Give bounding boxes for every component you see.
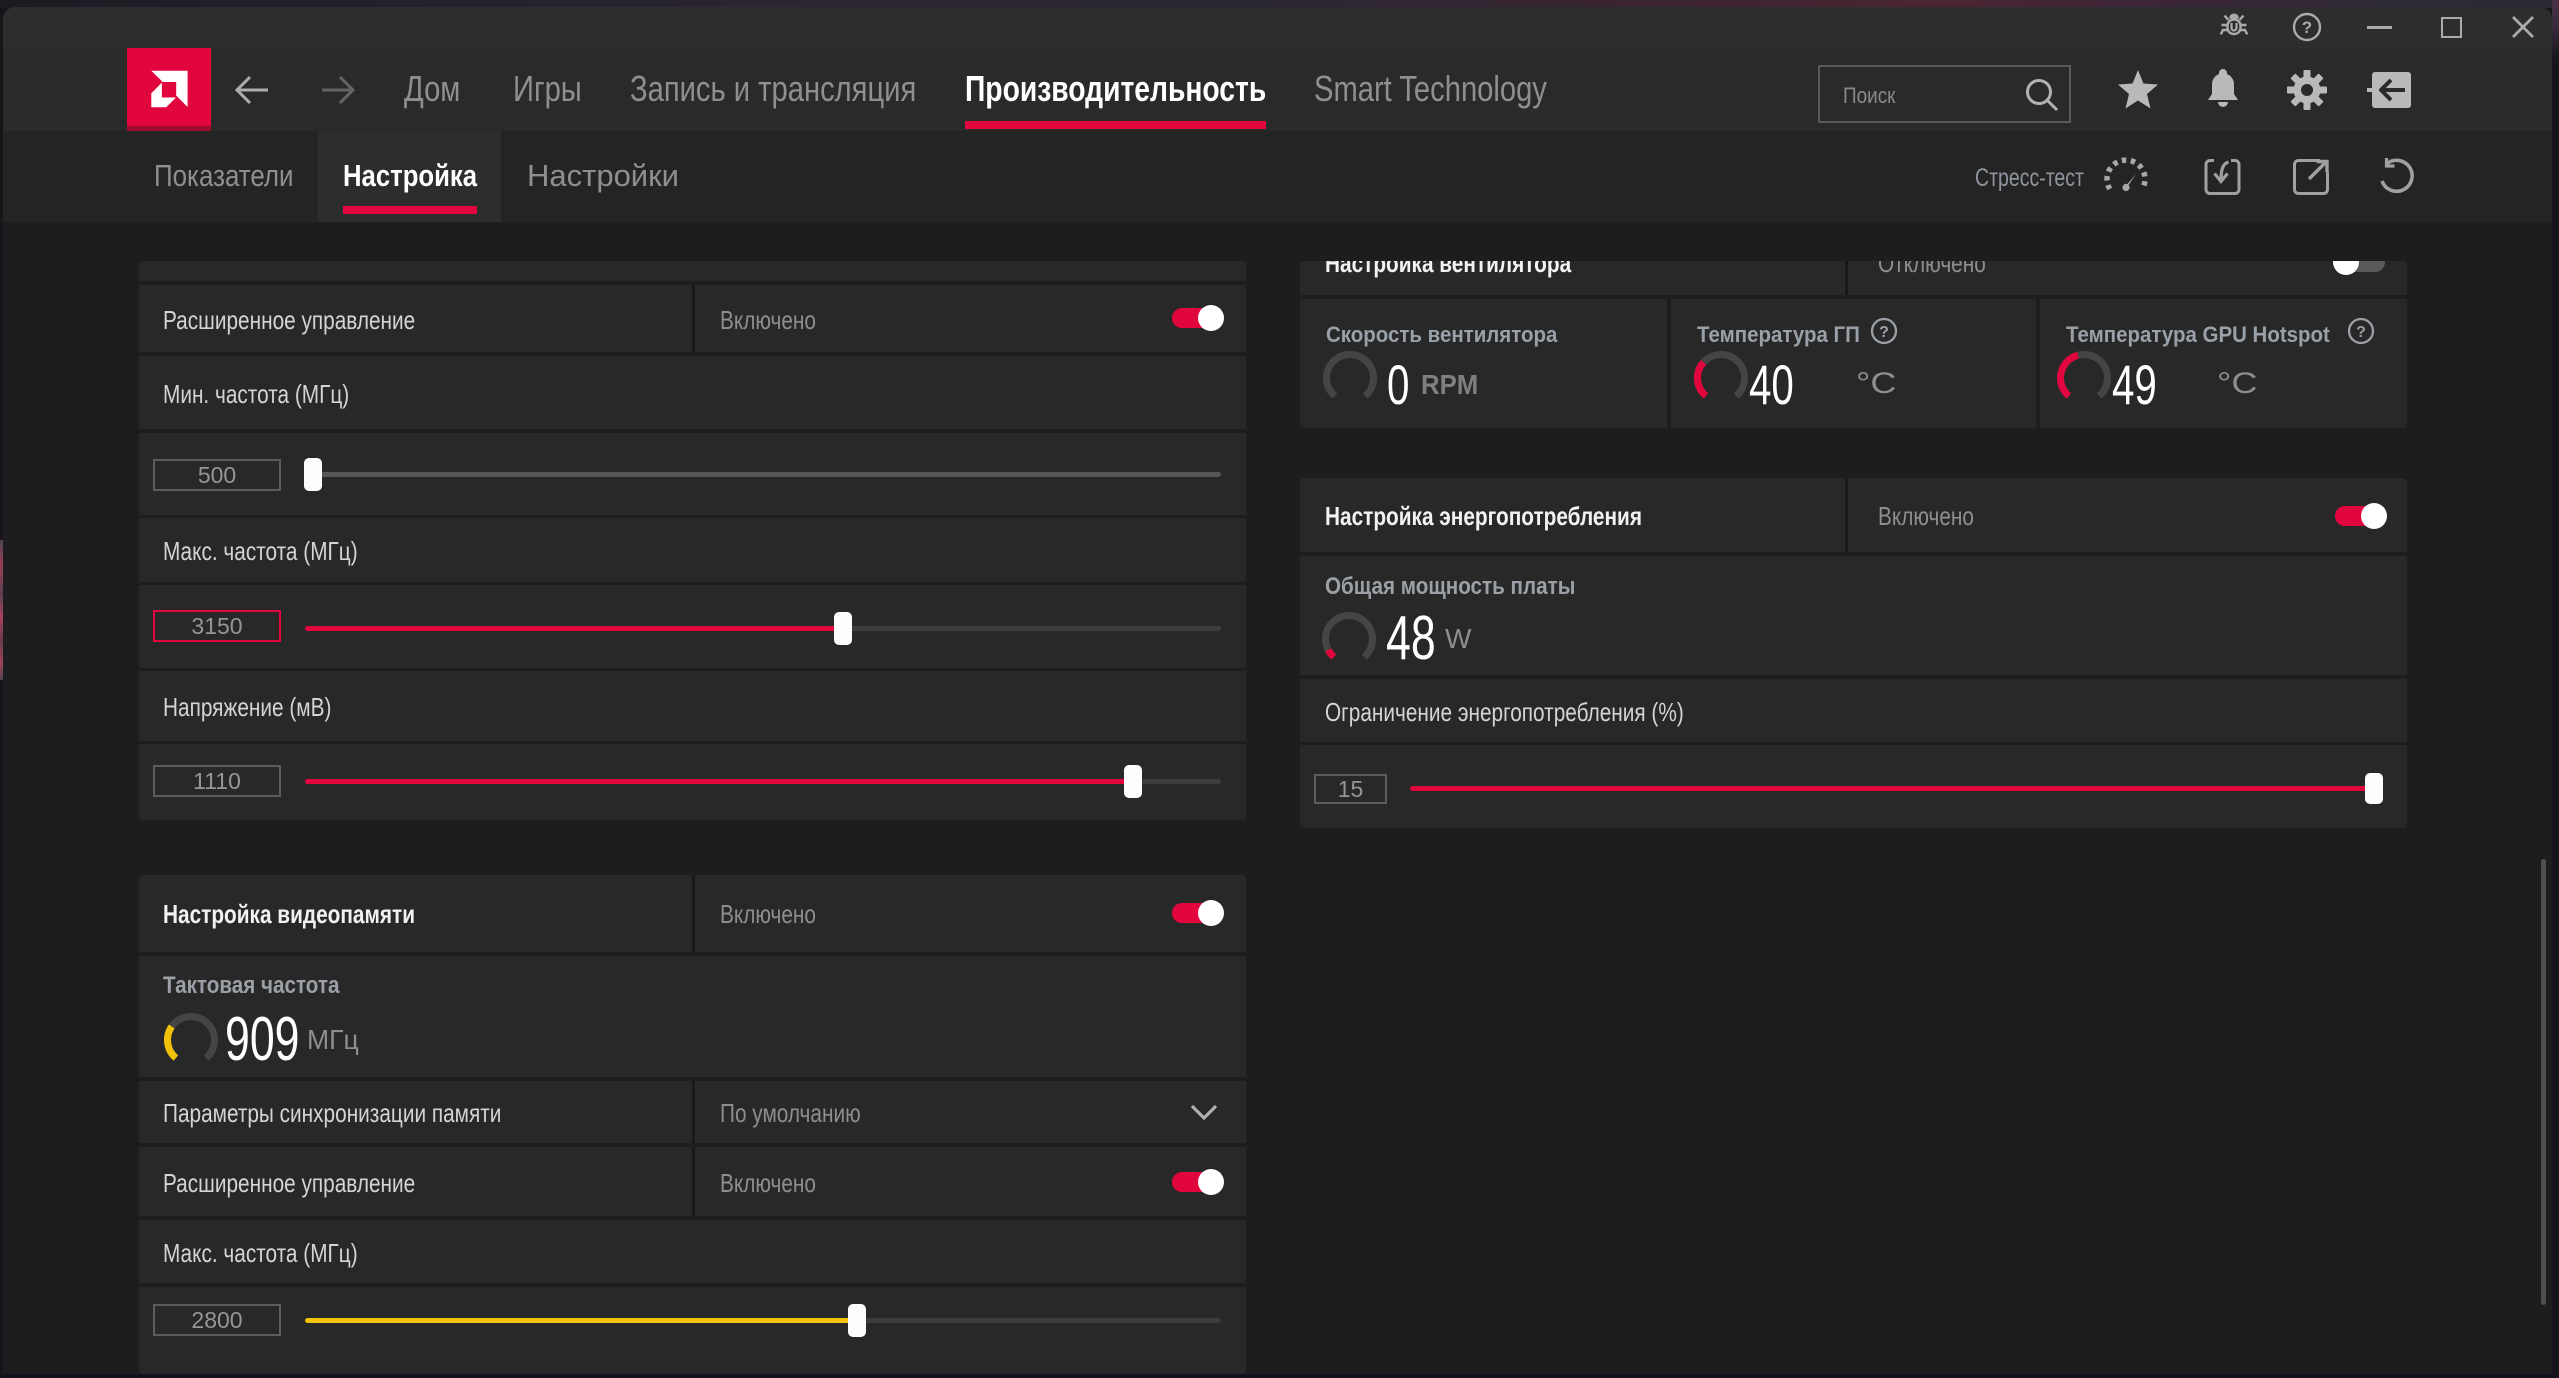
svg-text:?: ? — [2356, 324, 2366, 341]
svg-text:?: ? — [1879, 324, 1889, 341]
svg-text:?: ? — [2302, 18, 2312, 37]
